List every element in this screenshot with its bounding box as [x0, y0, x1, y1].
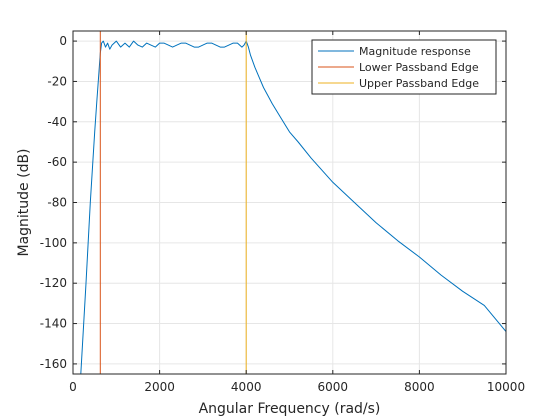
series-layer	[80, 31, 507, 375]
y-tick-label: -60	[47, 155, 67, 169]
y-tick-label: -20	[47, 74, 67, 88]
y-tick-label: -100	[40, 236, 67, 250]
x-axis-label: Angular Frequency (rad/s)	[199, 401, 381, 417]
y-tick-label: -120	[40, 276, 67, 290]
x-tick-label: 2000	[144, 380, 175, 394]
y-tick-label: -140	[40, 317, 67, 331]
y-tick-label: -40	[47, 115, 67, 129]
legend-entry: Magnitude response	[359, 45, 471, 58]
x-tick-label: 10000	[487, 380, 525, 394]
tick-layer: 0 2000 4000 6000 8000 10000 0 -20 -40 -60 -80 -100 -…	[40, 31, 525, 394]
magnitude-response-line	[80, 40, 507, 375]
x-tick-label: 6000	[318, 380, 349, 394]
y-tick-label: 0	[59, 34, 67, 48]
x-tick-label: 4000	[231, 380, 262, 394]
y-tick-label: -160	[40, 357, 67, 371]
x-tick-label: 8000	[404, 380, 435, 394]
legend: Magnitude response Lower Passband Edge Upp…	[311, 39, 497, 95]
y-axis-label: Magnitude (dB)	[16, 148, 32, 256]
y-tick-label: -80	[47, 196, 67, 210]
legend-entry: Upper Passband Edge	[359, 77, 479, 90]
legend-entry: Lower Passband Edge	[359, 61, 479, 74]
x-tick-label: 0	[69, 380, 77, 394]
